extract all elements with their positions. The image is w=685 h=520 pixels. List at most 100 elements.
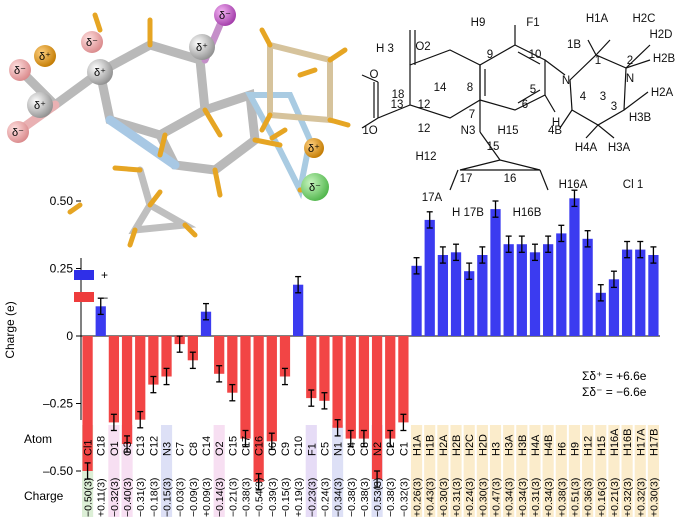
charge-label: −0.09(3) bbox=[188, 478, 200, 517]
delta-label: δ⁻ bbox=[14, 65, 26, 77]
atom-label: C15 bbox=[227, 436, 239, 456]
scheme-atom: 15 bbox=[487, 141, 500, 153]
atom-label: H1A bbox=[412, 434, 424, 456]
chemical-scheme bbox=[361, 25, 651, 191]
atom-label: H16B bbox=[622, 428, 634, 456]
y-axis-label: Charge (e) bbox=[3, 301, 17, 358]
delta-label: δ⁺ bbox=[94, 67, 106, 79]
atom-ball bbox=[304, 138, 324, 158]
bar-C6 bbox=[266, 336, 277, 442]
y-tick-label: 0.50 bbox=[50, 194, 74, 208]
atom-ball bbox=[7, 121, 29, 143]
legend: + – bbox=[74, 268, 108, 304]
element-band bbox=[463, 425, 475, 517]
charge-label: +0.30(3) bbox=[438, 478, 450, 517]
atom-label: H4B bbox=[543, 435, 555, 456]
sum-positive-annotation: Σδ⁺ = +6.6e bbox=[582, 369, 647, 383]
charge-label: −0.54(3) bbox=[254, 478, 266, 517]
scheme-atom: 12 bbox=[418, 99, 431, 111]
bar-C13 bbox=[135, 336, 146, 420]
element-band bbox=[529, 425, 541, 517]
scheme-atom: O bbox=[370, 69, 379, 81]
atom-label: H2B bbox=[451, 435, 463, 456]
element-band bbox=[121, 425, 133, 517]
scheme-atom: H16A bbox=[559, 179, 588, 191]
charge-label: −0.32(3) bbox=[109, 478, 121, 517]
charge-label: −0.38(3) bbox=[346, 478, 358, 517]
bar-C1 bbox=[398, 336, 409, 423]
delta-label: δ⁻ bbox=[86, 37, 98, 49]
atom-ball bbox=[87, 59, 113, 85]
atom-label: C2 bbox=[385, 442, 397, 456]
atom-label: C18 bbox=[96, 436, 108, 456]
bar-C18 bbox=[95, 306, 106, 336]
element-band bbox=[595, 425, 607, 517]
element-band bbox=[213, 425, 225, 517]
bar-H17A bbox=[635, 249, 646, 336]
delta-label: δ⁺ bbox=[196, 42, 208, 54]
bar-Cl1 bbox=[82, 336, 93, 471]
atom-ball bbox=[81, 31, 103, 53]
delta-label: δ⁺ bbox=[34, 100, 46, 112]
bar-C15 bbox=[227, 336, 238, 393]
charge-label: +0.43(3) bbox=[425, 478, 437, 517]
charge-label: −0.24(3) bbox=[319, 478, 331, 517]
scheme-atom: H3B bbox=[629, 112, 652, 124]
scheme-atom: 7 bbox=[469, 109, 475, 121]
charge-label: +0.21(3) bbox=[609, 478, 621, 517]
charge-label: −0.50(3) bbox=[83, 478, 95, 517]
bar-H6 bbox=[556, 233, 567, 336]
charge-label: −0.23(3) bbox=[306, 478, 318, 517]
bar-group bbox=[82, 198, 659, 482]
charge-row-title: Charge bbox=[24, 489, 64, 503]
atom-label: C16 bbox=[254, 436, 266, 456]
scheme-atom: 2 bbox=[627, 55, 633, 67]
scheme-atom-labels: O2 H9 F1 H1A H2C H 3 O 14 9 10 1B 1 2 H2… bbox=[362, 13, 675, 219]
bar-F1 bbox=[306, 336, 317, 399]
scheme-atom: 9 bbox=[487, 49, 493, 61]
charge-label: +0.19(3) bbox=[293, 478, 305, 517]
atom-label: H9 bbox=[569, 442, 581, 456]
bar-O3 bbox=[121, 336, 133, 444]
charge-label: −0.40(3) bbox=[122, 478, 134, 517]
charge-label: +0.34(3) bbox=[543, 478, 555, 517]
bar-O2 bbox=[214, 336, 225, 374]
charge-label: −0.32(3) bbox=[398, 478, 410, 517]
scheme-atom: H 3 bbox=[376, 43, 394, 55]
bar-C12 bbox=[148, 336, 159, 385]
element-band bbox=[424, 425, 436, 517]
legend-label-positive: + bbox=[101, 268, 108, 282]
scheme-atom: H2D bbox=[649, 29, 672, 41]
scheme-atom: 14 bbox=[434, 82, 447, 94]
scheme-atom: 1B bbox=[567, 39, 581, 51]
atom-label: H3 bbox=[491, 442, 503, 456]
bar-H1A bbox=[411, 265, 422, 336]
bar-C10 bbox=[292, 284, 304, 336]
atom-label: C9 bbox=[280, 442, 292, 456]
bar-H17B bbox=[648, 255, 659, 336]
scheme-atom: 1 bbox=[595, 55, 601, 67]
charge-label: −0.31(3) bbox=[135, 478, 147, 517]
y-tick-label: 0.25 bbox=[50, 262, 74, 276]
atom-label: C5 bbox=[319, 442, 331, 456]
atom-label-row: Cl1 C18 O1 O3 C13 C12 N3 C7 C8 C14 O2 C15 C17 C16 C6 C9… bbox=[83, 428, 661, 456]
atom-ball bbox=[189, 34, 215, 60]
bar-N3 bbox=[161, 336, 172, 377]
charge-label: −0.03(3) bbox=[175, 478, 187, 517]
bar-H3 bbox=[490, 209, 501, 336]
atom-label: C4 bbox=[346, 442, 358, 456]
element-band bbox=[582, 425, 594, 517]
atom-ball bbox=[9, 59, 31, 81]
atom-label: O3 bbox=[122, 441, 134, 456]
bar-H9 bbox=[569, 198, 580, 336]
bar-H4A bbox=[529, 252, 541, 336]
scheme-atom: 10 bbox=[529, 49, 542, 61]
element-band bbox=[542, 425, 554, 517]
delta-label: δ⁻ bbox=[219, 10, 231, 22]
atom-label: H17A bbox=[635, 428, 647, 456]
atom-label: C7 bbox=[175, 442, 187, 456]
bar-H15 bbox=[595, 292, 606, 336]
scheme-atom: 18 bbox=[392, 89, 405, 101]
element-band bbox=[160, 425, 173, 517]
atom-label: N2 bbox=[372, 442, 384, 456]
